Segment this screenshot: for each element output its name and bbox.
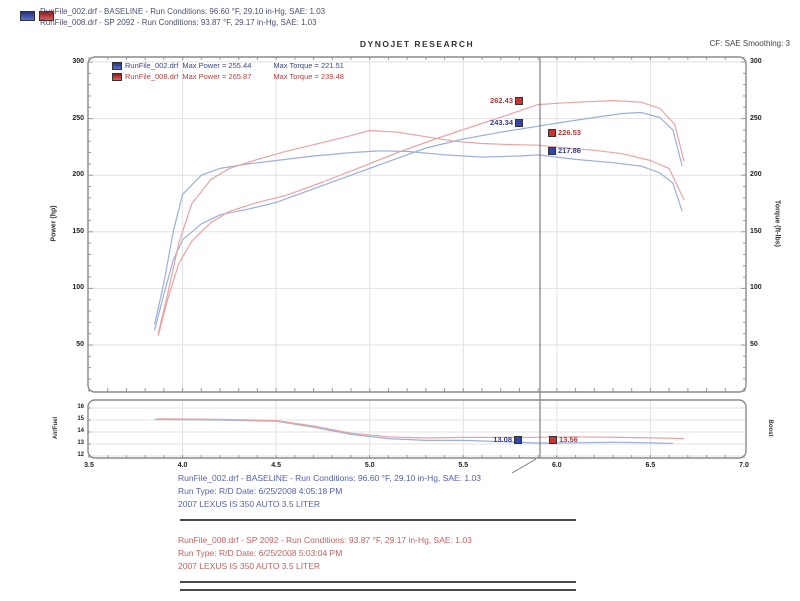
curve-runfile-002-drf-power-hp- — [153, 111, 683, 331]
baseline-run-chip-icon — [20, 11, 35, 21]
legend-baseline-max-power: Max Power = 255.44 — [182, 61, 252, 70]
curve-runfile-008-drf-air-fuel — [158, 418, 685, 440]
cursor-power-baseline-value: 243.34 — [490, 118, 513, 127]
footer-modified-line1: RunFile_008.drf - SP 2092 - Run Conditio… — [178, 535, 472, 545]
footer-baseline-line1: RunFile_002.drf - BASELINE - Run Conditi… — [178, 473, 481, 483]
legend-baseline-file: RunFile_002.drf — [125, 61, 179, 70]
cursor-power-modified-label: 262.43 — [463, 96, 523, 105]
modified-run-header-line: RunFile_008.drf - SP 2092 - Run Conditio… — [40, 18, 317, 27]
curve-runfile-008-drf-power-hp- — [157, 99, 685, 337]
footer-modified-block: RunFile_008.drf - SP 2092 - Run Conditio… — [178, 534, 472, 573]
divider — [180, 581, 576, 583]
legend-modified-max-power: Max Power = 265.87 — [182, 72, 252, 81]
divider — [180, 519, 576, 521]
run-color-chips — [20, 8, 55, 26]
baseline-legend-chip-icon — [112, 61, 122, 70]
red-marker-icon — [548, 128, 556, 137]
power-axis-title: Power (hp) — [50, 205, 58, 242]
divider — [180, 589, 576, 591]
legend-modified-max-torque: Max Torque = 239.48 — [273, 72, 344, 81]
legend-baseline-max-torque: Max Torque = 221.51 — [273, 61, 344, 70]
cursor-torque-modified-label: 226.53 — [548, 128, 581, 137]
modified-legend-chip-icon — [112, 72, 122, 81]
cursor-af-baseline-value: 13.08 — [493, 435, 512, 444]
curve-runfile-008-drf-torque-ft-lbs- — [157, 129, 685, 334]
airfuel-axis-title: Air/Fuel — [53, 416, 59, 440]
chart-legend: RunFile_002.drf Max Power = 255.44 Max T… — [112, 60, 344, 82]
correction-smoothing-label: CF: SAE Smoothing: 3 — [709, 39, 790, 48]
legend-row-modified: RunFile_008.drf Max Power = 265.87 Max T… — [112, 71, 344, 82]
boost-axis-title: Boost — [767, 419, 773, 437]
footer-baseline-line2: Run Type: R/D Date: 6/25/2008 4:05:18 PM — [178, 486, 343, 496]
red-marker-icon — [515, 96, 523, 105]
curve-runfile-002-drf-air-fuel — [154, 418, 673, 444]
run-header: RunFile_002.drf - BASELINE - Run Conditi… — [40, 6, 325, 28]
blue-marker-icon — [515, 118, 523, 127]
cursor-af-baseline-label: 13.08 — [462, 435, 522, 444]
cursor-torque-baseline-value: 217.86 — [558, 146, 581, 155]
red-marker-icon — [549, 435, 557, 444]
legend-row-baseline: RunFile_002.drf Max Power = 255.44 Max T… — [112, 60, 344, 71]
torque-axis-title: Torque (ft-lbs) — [773, 200, 781, 247]
footer-modified-line2: Run Type: R/D Date: 6/25/2008 5:03:04 PM — [178, 548, 343, 558]
cursor-torque-modified-value: 226.53 — [558, 128, 581, 137]
cursor-power-baseline-label: 243.34 — [463, 118, 523, 127]
curve-runfile-002-drf-torque-ft-lbs- — [153, 150, 683, 325]
cursor-af-modified-label: 13.56 — [549, 435, 578, 444]
cursor-torque-baseline-label: 217.86 — [548, 146, 581, 155]
footer-baseline-line3: 2007 LEXUS IS 350 AUTO 3.5 LITER — [178, 499, 321, 509]
brand-title: DYNOJET RESEARCH — [359, 39, 475, 49]
cursor-af-modified-value: 13.56 — [559, 435, 578, 444]
cursor-power-modified-value: 262.43 — [490, 96, 513, 105]
modified-run-chip-icon — [39, 11, 55, 21]
legend-modified-file: RunFile_008.drf — [125, 72, 179, 81]
footer-baseline-block: RunFile_002.drf - BASELINE - Run Conditi… — [178, 472, 481, 511]
blue-marker-icon — [514, 435, 522, 444]
blue-marker-icon — [548, 146, 556, 155]
footer-modified-line3: 2007 LEXUS IS 350 AUTO 3.5 LITER — [178, 561, 321, 571]
baseline-run-header-line: RunFile_002.drf - BASELINE - Run Conditi… — [40, 7, 326, 16]
